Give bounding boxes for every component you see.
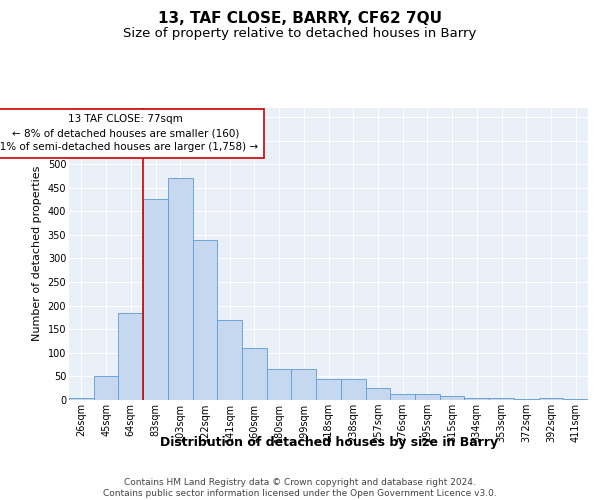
Bar <box>539 398 563 400</box>
Bar <box>168 178 193 400</box>
Bar <box>267 370 292 400</box>
Bar <box>464 398 489 400</box>
Bar <box>316 379 341 400</box>
Bar <box>292 370 316 400</box>
Bar <box>390 394 415 400</box>
Bar <box>341 379 365 400</box>
Y-axis label: Number of detached properties: Number of detached properties <box>32 166 42 342</box>
Text: 13 TAF CLOSE: 77sqm
← 8% of detached houses are smaller (160)
91% of semi-detach: 13 TAF CLOSE: 77sqm ← 8% of detached hou… <box>0 114 259 152</box>
Text: Size of property relative to detached houses in Barry: Size of property relative to detached ho… <box>124 28 476 40</box>
Bar <box>563 399 588 400</box>
Text: Contains HM Land Registry data © Crown copyright and database right 2024.
Contai: Contains HM Land Registry data © Crown c… <box>103 478 497 498</box>
Bar <box>69 398 94 400</box>
Bar <box>415 394 440 400</box>
Bar <box>94 376 118 400</box>
Bar <box>365 388 390 400</box>
Text: Distribution of detached houses by size in Barry: Distribution of detached houses by size … <box>160 436 498 449</box>
Bar <box>118 312 143 400</box>
Bar <box>143 200 168 400</box>
Bar <box>440 396 464 400</box>
Bar <box>242 348 267 400</box>
Bar <box>489 398 514 400</box>
Bar <box>514 399 539 400</box>
Bar <box>217 320 242 400</box>
Bar <box>193 240 217 400</box>
Text: 13, TAF CLOSE, BARRY, CF62 7QU: 13, TAF CLOSE, BARRY, CF62 7QU <box>158 11 442 26</box>
